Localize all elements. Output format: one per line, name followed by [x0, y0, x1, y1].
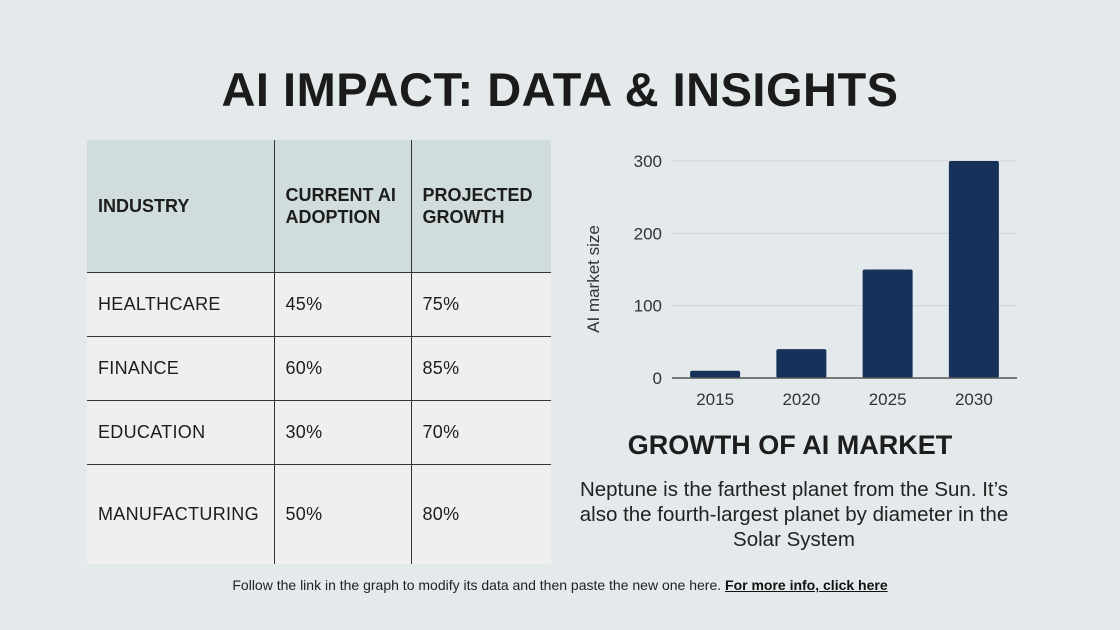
cell-growth: 70%	[410, 399, 551, 465]
x-tick-label: 2030	[955, 390, 993, 409]
industry-table: INDUSTRY CURRENT AI ADOPTION PROJECTED G…	[87, 140, 551, 564]
cell-growth: 80%	[410, 463, 551, 564]
y-tick-label: 0	[653, 369, 662, 388]
cell-growth: 75%	[410, 271, 551, 337]
y-tick-label: 200	[634, 224, 662, 243]
table-row: FINANCE 60% 85%	[87, 335, 551, 401]
x-tick-label: 2015	[696, 390, 734, 409]
cell-adoption: 60%	[273, 335, 412, 401]
y-tick-label: 300	[634, 152, 662, 171]
footer: Follow the link in the graph to modify i…	[0, 577, 1120, 593]
y-axis-label: AI market size	[584, 225, 603, 333]
cell-industry: HEALTHCARE	[87, 271, 275, 337]
chart-title: GROWTH OF AI MARKET	[627, 430, 953, 460]
cell-growth: 85%	[410, 335, 551, 401]
cell-industry: FINANCE	[87, 335, 275, 401]
header-current-adoption: CURRENT AI ADOPTION	[273, 140, 412, 273]
bar-2030	[948, 161, 999, 378]
bar-2020	[776, 349, 827, 378]
cell-adoption: 50%	[273, 463, 412, 564]
bar-2025	[862, 269, 913, 378]
cell-adoption: 30%	[273, 399, 412, 465]
header-industry: INDUSTRY	[87, 140, 275, 273]
table-row: MANUFACTURING 50% 80%	[87, 463, 551, 564]
page-title: AI IMPACT: DATA & INSIGHTS	[221, 63, 899, 116]
cell-industry: EDUCATION	[87, 399, 275, 465]
table-row: EDUCATION 30% 70%	[87, 399, 551, 465]
cell-industry: MANUFACTURING	[87, 463, 275, 564]
description: Neptune is the farthest planet from the …	[579, 478, 1009, 551]
more-info-link[interactable]: For more info, click here	[725, 577, 888, 593]
header-projected-growth: PROJECTED GROWTH	[410, 140, 551, 273]
cell-adoption: 45%	[273, 271, 412, 337]
x-tick-label: 2025	[869, 390, 907, 409]
x-tick-label: 2020	[782, 390, 820, 409]
y-tick-label: 100	[634, 297, 662, 316]
bar-2015	[690, 370, 741, 378]
footer-text: Follow the link in the graph to modify i…	[232, 577, 726, 593]
table-row: HEALTHCARE 45% 75%	[87, 271, 551, 337]
market-bar-chart[interactable]: 0 100 200 300 2015 2020 2025 2030 AI market size	[570, 140, 1030, 420]
